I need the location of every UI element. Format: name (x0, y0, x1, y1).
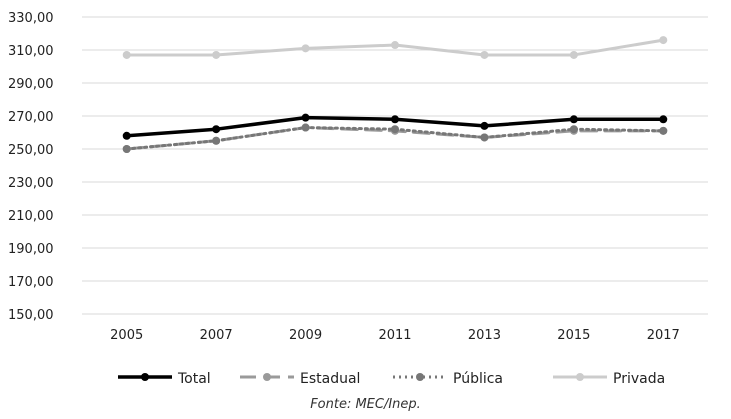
data-point (212, 50, 221, 59)
x-axis-ticks: 2005 2007 2009 2011 2013 2015 2017 (110, 328, 680, 343)
data-point (212, 125, 221, 134)
legend-item: Pública (393, 371, 503, 387)
line-chart: 150,00 170,00 190,00 210,00 230,00 250,00 270,… (8, 11, 708, 387)
y-axis-ticks: 150,00 170,00 190,00 210,00 230,00 250,00 270,… (8, 11, 54, 323)
legend-item: Estadual (240, 371, 360, 387)
data-point (569, 125, 578, 134)
series-0 (122, 113, 668, 140)
data-point (391, 41, 399, 50)
gridlines (82, 16, 708, 315)
data-point (212, 136, 221, 145)
data-point (569, 50, 578, 59)
data-point (480, 133, 489, 142)
data-point (301, 123, 310, 132)
x-tick-label: 2017 (647, 328, 680, 343)
data-point (391, 125, 399, 134)
legend-label: Estadual (300, 371, 360, 387)
legend-marker (416, 373, 424, 381)
data-point (122, 50, 131, 59)
data-point (122, 131, 131, 140)
y-tick-label: 150,00 (8, 308, 54, 323)
y-tick-label: 270,00 (8, 110, 54, 125)
legend-label: Total (177, 371, 211, 387)
legend-marker (576, 373, 584, 381)
legend-label: Privada (613, 371, 665, 387)
y-tick-label: 310,00 (8, 44, 54, 59)
legend-item: Privada (553, 371, 665, 387)
data-point (659, 126, 668, 135)
y-tick-label: 250,00 (8, 143, 54, 158)
data-point (391, 115, 399, 124)
data-point (659, 36, 668, 45)
legend-marker (263, 373, 271, 381)
x-tick-label: 2007 (200, 328, 233, 343)
series-3 (122, 36, 668, 59)
x-tick-label: 2013 (468, 328, 501, 343)
data-point (122, 145, 131, 153)
x-tick-label: 2005 (110, 328, 143, 343)
legend: Total Estadual Pública Privada (118, 371, 665, 387)
y-tick-label: 170,00 (8, 275, 54, 290)
data-point (480, 121, 489, 130)
series-lines (122, 36, 668, 153)
data-point (659, 115, 668, 124)
y-tick-label: 290,00 (8, 77, 54, 92)
legend-marker (141, 373, 149, 381)
x-tick-label: 2009 (289, 328, 322, 343)
data-point (569, 115, 578, 124)
series-2 (122, 123, 668, 153)
y-tick-label: 330,00 (8, 11, 54, 26)
y-tick-label: 190,00 (8, 242, 54, 257)
data-point (301, 113, 310, 122)
x-tick-label: 2015 (557, 328, 590, 343)
x-tick-label: 2011 (378, 328, 411, 343)
data-point (480, 50, 489, 59)
y-tick-label: 230,00 (8, 176, 54, 191)
legend-label: Pública (453, 371, 503, 387)
legend-item: Total (118, 371, 211, 387)
data-point (301, 44, 310, 53)
source-note: Fonte: MEC/Inep. (310, 397, 421, 412)
y-tick-label: 210,00 (8, 209, 54, 224)
